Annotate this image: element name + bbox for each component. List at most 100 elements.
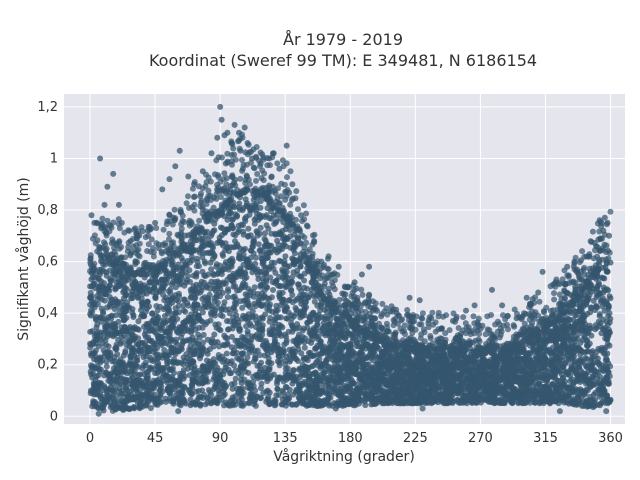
data-point <box>445 355 452 361</box>
data-point <box>281 305 288 312</box>
data-point <box>231 380 238 387</box>
data-point <box>551 348 558 355</box>
data-point <box>121 295 127 302</box>
data-point <box>318 371 325 378</box>
chart-title: År 1979 - 2019 <box>283 30 403 49</box>
data-point <box>251 238 258 244</box>
data-point <box>120 352 127 359</box>
data-point <box>104 322 110 329</box>
data-point <box>554 377 561 384</box>
data-point <box>98 399 105 406</box>
data-point <box>248 247 255 254</box>
data-point <box>590 391 597 398</box>
data-point <box>600 275 606 281</box>
data-point <box>556 356 563 362</box>
data-point <box>343 343 350 350</box>
data-point <box>209 303 216 310</box>
data-point <box>239 304 246 311</box>
data-point <box>271 221 278 227</box>
data-point <box>93 373 100 380</box>
data-point <box>284 315 291 322</box>
data-point <box>252 254 259 261</box>
data-point <box>259 327 266 334</box>
data-point <box>223 350 230 357</box>
data-point <box>175 303 182 310</box>
data-point <box>553 398 560 405</box>
data-point <box>231 299 238 306</box>
data-point <box>196 334 203 341</box>
data-point <box>244 328 251 335</box>
data-point <box>594 375 601 382</box>
data-point <box>204 228 211 235</box>
data-point <box>219 358 226 365</box>
data-point <box>301 270 308 277</box>
data-point <box>273 302 280 309</box>
data-point <box>95 276 102 283</box>
data-point <box>262 311 269 318</box>
data-point <box>174 341 181 348</box>
data-point <box>242 281 249 288</box>
data-point <box>213 367 220 374</box>
data-point <box>333 342 339 349</box>
data-point <box>331 328 338 335</box>
data-point <box>101 297 108 304</box>
data-point <box>440 356 447 363</box>
data-point <box>435 384 442 391</box>
data-point <box>361 361 368 368</box>
data-point <box>211 298 218 305</box>
data-point <box>593 303 600 310</box>
data-point <box>236 253 243 260</box>
data-point <box>301 344 308 351</box>
data-point <box>275 392 282 398</box>
data-point <box>90 299 97 306</box>
data-point <box>252 356 259 362</box>
data-point <box>597 347 604 354</box>
data-point <box>225 212 232 219</box>
data-point <box>222 334 229 341</box>
data-point <box>263 222 270 229</box>
data-point <box>604 268 611 275</box>
data-point <box>319 326 326 333</box>
data-point <box>298 300 305 307</box>
data-point <box>319 350 326 357</box>
data-point <box>233 274 240 281</box>
data-point <box>208 266 215 273</box>
data-point <box>243 202 250 209</box>
data-point <box>103 363 110 370</box>
data-point <box>272 269 279 276</box>
data-point <box>279 266 286 273</box>
data-point <box>152 294 159 301</box>
data-point <box>272 280 279 286</box>
data-point <box>237 343 244 350</box>
data-point <box>146 303 152 310</box>
data-point <box>229 325 236 332</box>
data-point <box>165 306 172 313</box>
data-point <box>602 344 609 351</box>
data-point <box>587 383 594 390</box>
data-point <box>191 295 198 302</box>
data-point <box>115 299 122 305</box>
data-point <box>130 291 137 298</box>
data-point <box>603 367 610 374</box>
data-point <box>92 313 99 320</box>
data-point <box>130 276 137 283</box>
data-point <box>146 365 153 372</box>
data-point <box>230 244 237 251</box>
data-point <box>143 323 150 330</box>
data-point <box>167 366 173 373</box>
data-point <box>217 224 224 231</box>
data-point <box>235 222 242 229</box>
data-point <box>252 333 258 340</box>
data-point <box>179 271 185 278</box>
data-point <box>120 282 127 288</box>
data-point <box>262 265 269 272</box>
data-point <box>258 380 265 387</box>
data-point <box>126 360 133 367</box>
data-point <box>209 244 216 251</box>
data-point <box>177 280 184 286</box>
data-point <box>280 346 287 353</box>
data-point <box>199 309 206 316</box>
data-point <box>208 240 215 247</box>
data-point <box>227 370 233 377</box>
